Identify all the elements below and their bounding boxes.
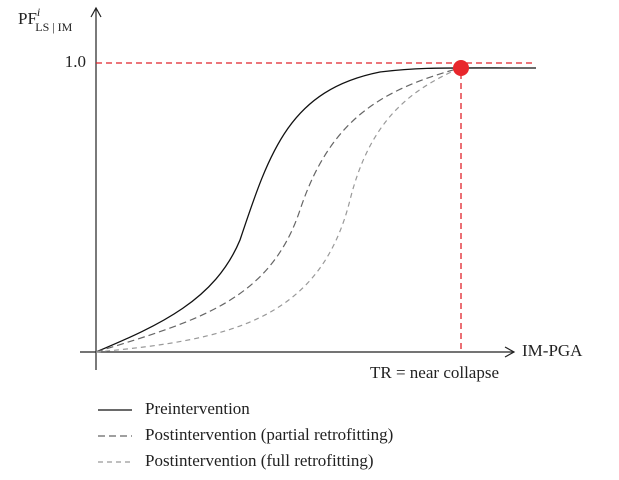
y-axis-label: PFi LS | IM: [18, 5, 73, 34]
legend-label: Postintervention (partial retrofitting): [145, 425, 393, 444]
threshold-label: TR = near collapse: [370, 363, 499, 382]
collapse-point: [453, 60, 469, 76]
curve-partial: [95, 67, 461, 353]
x-axis-label: IM-PGA: [522, 341, 583, 360]
curve-preintervention: [95, 67, 537, 353]
curve-full: [95, 67, 461, 353]
y-tick-label: 1.0: [65, 52, 86, 71]
legend-label: Preintervention: [145, 399, 250, 418]
legend-label: Postintervention (full retrofitting): [145, 451, 374, 470]
